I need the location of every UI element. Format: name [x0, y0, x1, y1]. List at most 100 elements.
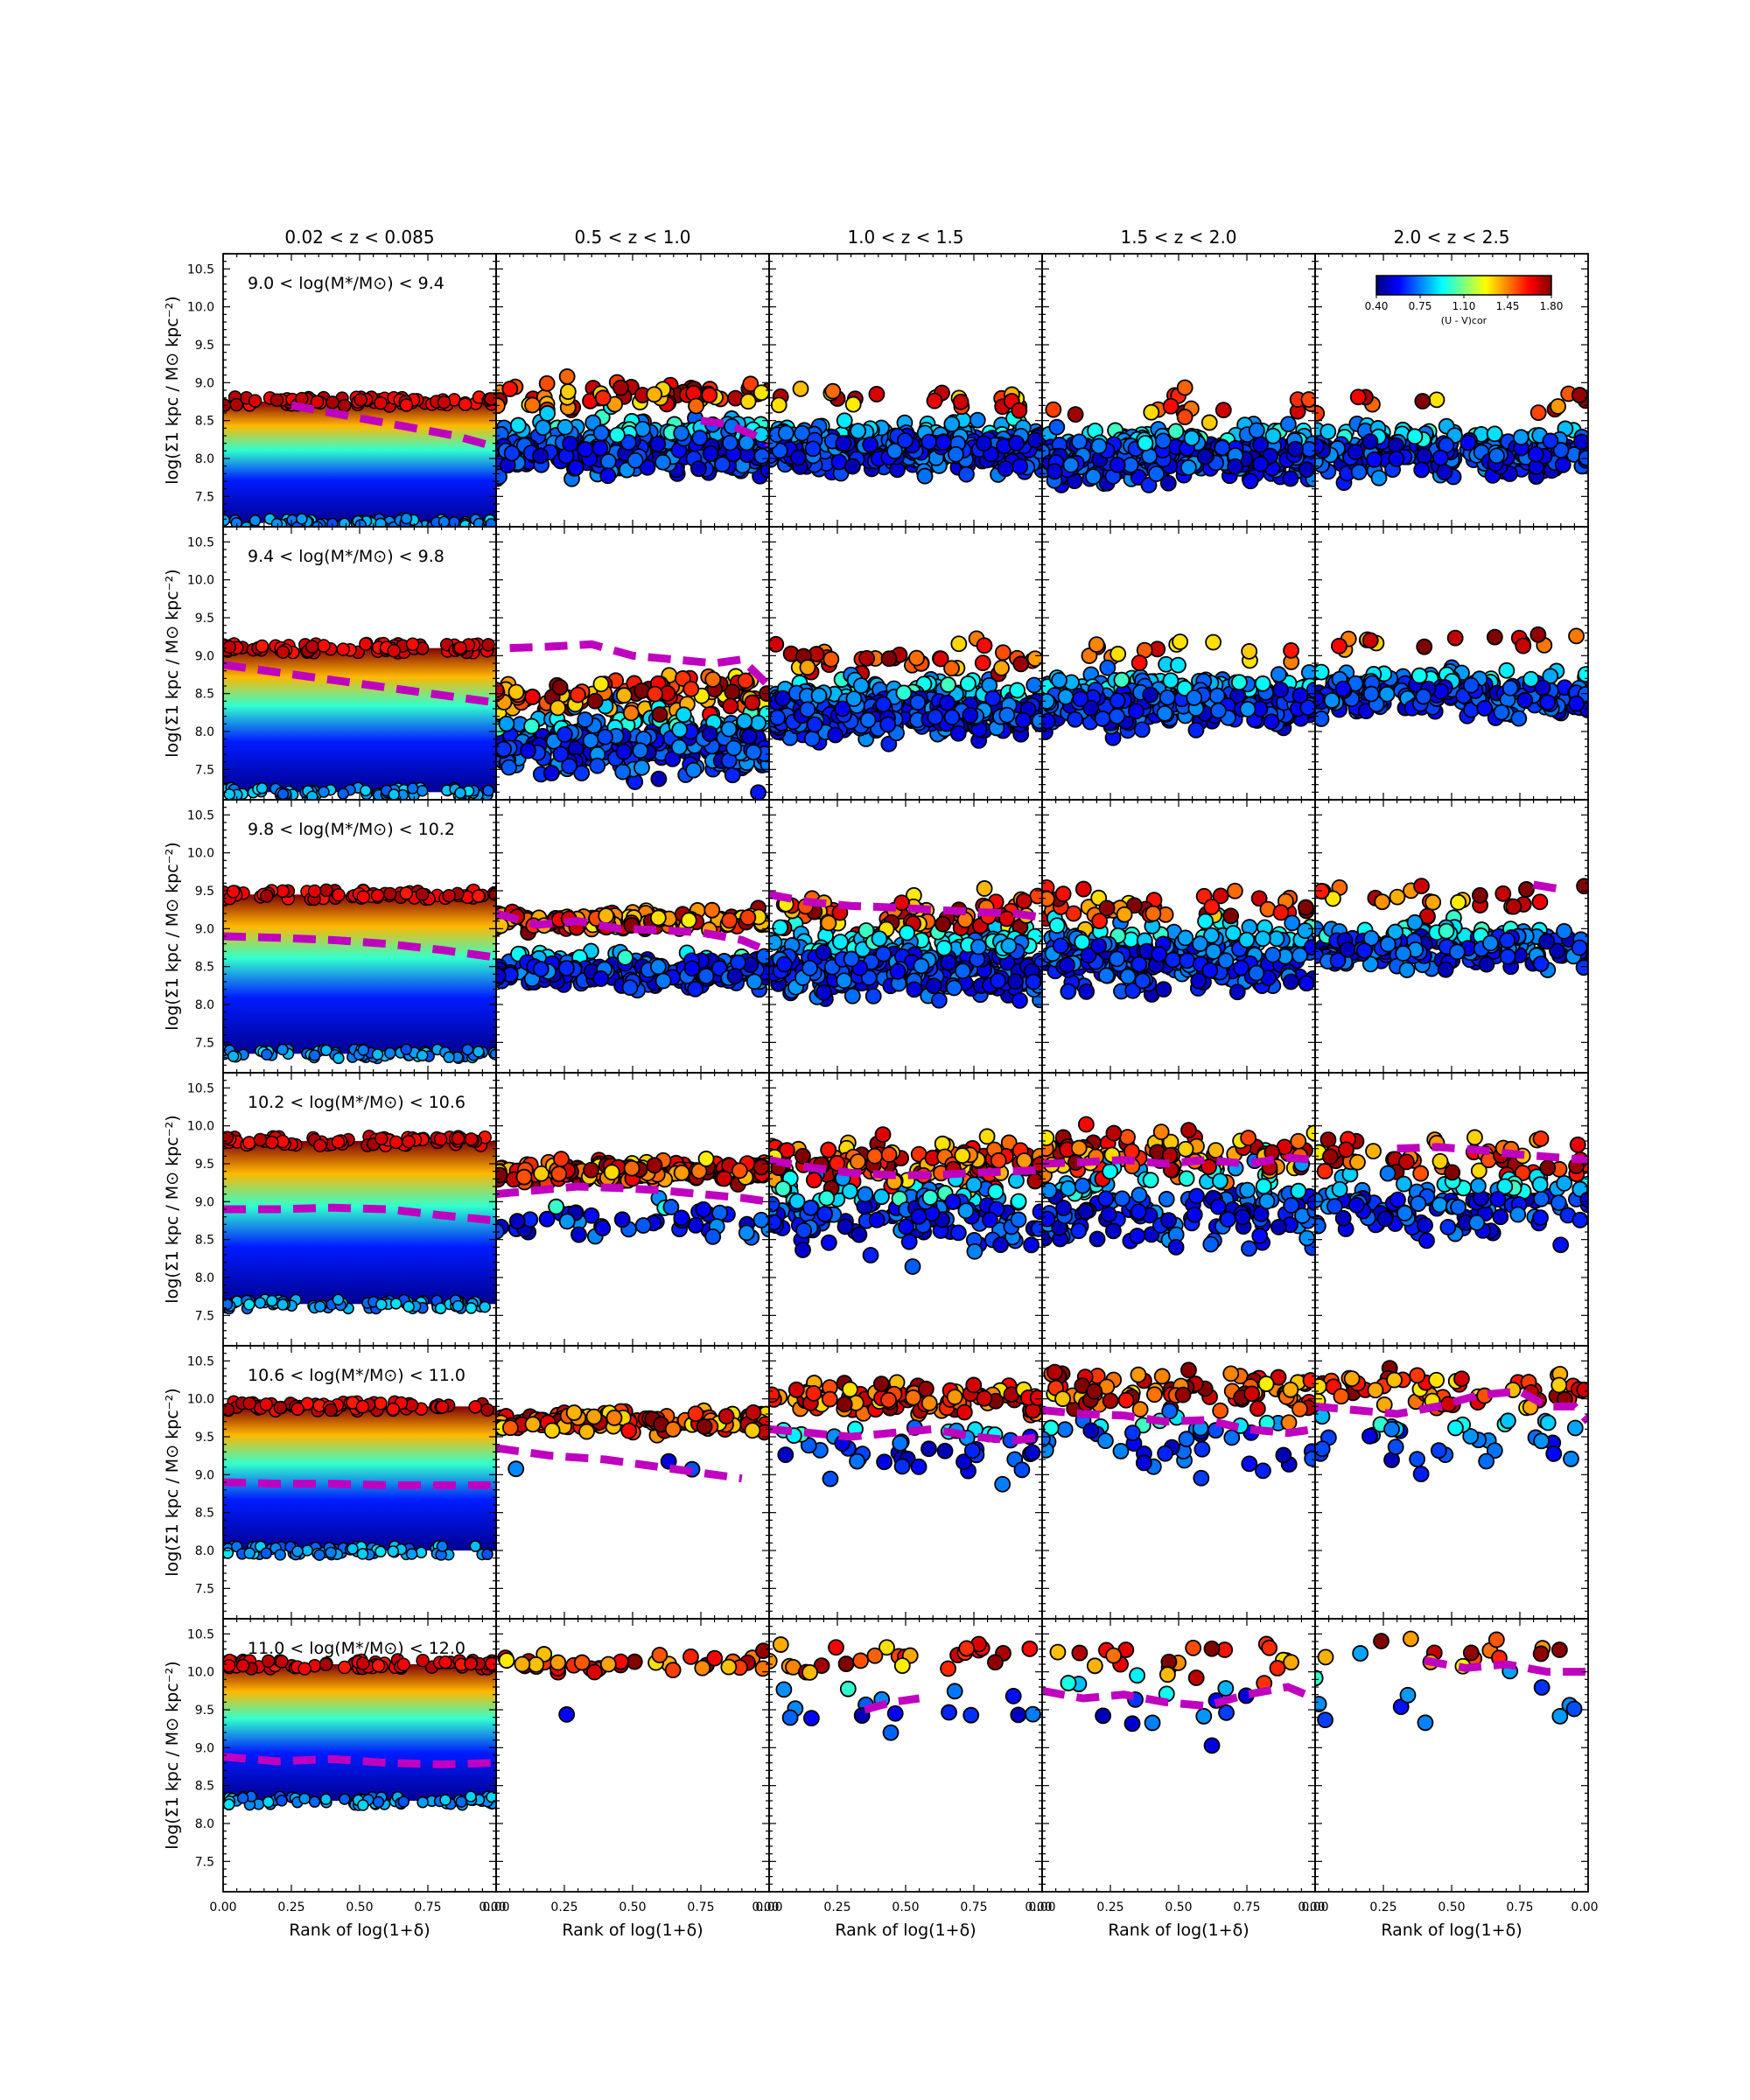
data-point	[1214, 402, 1232, 418]
data-point	[1205, 634, 1222, 651]
data-point	[266, 1294, 278, 1307]
data-point	[634, 759, 650, 776]
data-point	[539, 405, 556, 422]
data-point	[276, 1298, 289, 1311]
data-point	[498, 715, 515, 732]
panel-content	[223, 390, 496, 527]
data-point	[1156, 704, 1173, 722]
data-point	[359, 637, 373, 651]
data-point	[317, 639, 331, 653]
data-point	[940, 954, 957, 971]
data-point	[1556, 922, 1572, 940]
data-point	[332, 1052, 345, 1065]
data-point	[1162, 397, 1180, 415]
data-point	[1154, 432, 1172, 450]
data-point	[242, 1136, 256, 1150]
data-point	[586, 692, 604, 710]
data-point	[1488, 447, 1505, 465]
panel-content	[1042, 634, 1315, 746]
data-point	[1499, 948, 1516, 965]
data-point	[310, 395, 325, 409]
data-point	[646, 1157, 663, 1174]
data-point	[399, 398, 414, 412]
data-point	[1177, 929, 1194, 947]
data-point	[399, 886, 414, 900]
data-point	[673, 1164, 690, 1181]
data-point	[354, 519, 367, 527]
data-point	[1214, 439, 1231, 457]
panel-r0-c1	[495, 253, 770, 528]
panel-content	[769, 380, 1042, 485]
data-point	[374, 517, 387, 527]
data-point	[962, 706, 979, 724]
data-point	[899, 924, 916, 942]
data-point	[1370, 469, 1388, 486]
data-point	[1410, 667, 1428, 684]
data-point	[311, 521, 324, 527]
data-point	[720, 720, 738, 738]
data-point	[871, 930, 888, 948]
data-point	[777, 424, 794, 442]
data-point	[1230, 674, 1248, 691]
data-point	[223, 788, 236, 800]
data-point	[685, 761, 703, 779]
data-point	[737, 672, 754, 690]
data-point	[927, 709, 944, 725]
data-point	[726, 968, 744, 985]
data-point	[1437, 961, 1454, 978]
data-point	[990, 972, 1007, 990]
data-point	[993, 659, 1010, 676]
data-point	[523, 718, 540, 735]
data-point	[1502, 680, 1519, 696]
data-point	[1362, 685, 1380, 703]
data-point	[1238, 931, 1256, 948]
data-point	[384, 1046, 396, 1060]
data-point	[1538, 933, 1556, 950]
data-point	[356, 890, 371, 904]
data-point	[1552, 442, 1570, 458]
data-point	[556, 418, 574, 436]
data-point	[223, 514, 231, 527]
data-point	[612, 379, 629, 396]
data-point	[1424, 893, 1442, 911]
data-point	[1098, 967, 1115, 984]
data-point	[305, 640, 319, 654]
data-point	[955, 962, 971, 980]
data-point	[1315, 663, 1330, 681]
data-point	[542, 765, 560, 781]
data-point	[248, 394, 262, 408]
data-point	[794, 424, 810, 442]
panel-content	[1042, 379, 1315, 494]
data-point	[930, 991, 948, 1009]
data-point	[1571, 387, 1588, 403]
data-point	[1339, 941, 1356, 958]
data-point	[261, 1048, 273, 1060]
data-point	[1498, 662, 1516, 679]
data-point	[1374, 893, 1391, 911]
data-point	[1379, 935, 1396, 953]
data-point	[319, 883, 333, 898]
data-point	[752, 1158, 769, 1176]
data-point	[223, 398, 232, 412]
data-point	[850, 423, 866, 439]
data-point	[1413, 461, 1431, 479]
data-point	[524, 396, 541, 414]
data-point	[438, 515, 451, 527]
data-point	[520, 742, 536, 760]
data-point	[1170, 656, 1186, 674]
data-point	[711, 1204, 729, 1222]
data-point	[1143, 403, 1160, 421]
data-point	[623, 1159, 640, 1177]
data-point	[416, 784, 429, 797]
data-point	[683, 960, 701, 977]
data-point	[1510, 710, 1528, 727]
data-point	[1222, 907, 1240, 925]
panels-layer	[222, 253, 1589, 1893]
data-point	[1315, 690, 1325, 707]
data-point	[437, 395, 452, 410]
data-point	[1254, 675, 1271, 692]
data-point	[815, 944, 832, 961]
panel-content	[496, 1151, 769, 1246]
data-point	[326, 517, 339, 527]
data-point	[952, 393, 970, 410]
